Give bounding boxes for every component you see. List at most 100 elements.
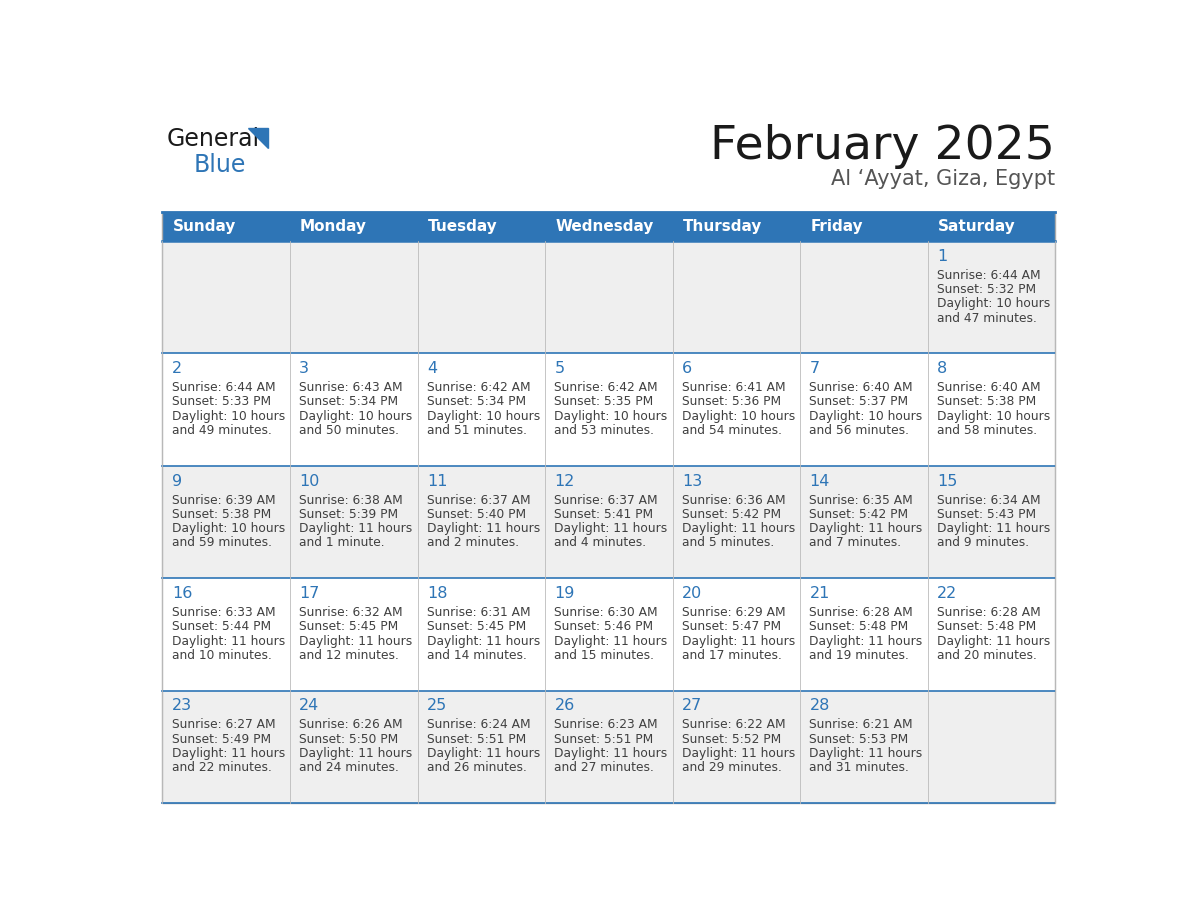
Bar bbox=[417, 212, 545, 241]
Text: Sunset: 5:43 PM: Sunset: 5:43 PM bbox=[937, 508, 1036, 521]
Text: and 27 minutes.: and 27 minutes. bbox=[555, 761, 655, 774]
Text: Daylight: 11 hours: Daylight: 11 hours bbox=[555, 522, 668, 535]
Text: 16: 16 bbox=[172, 586, 192, 601]
Text: and 22 minutes.: and 22 minutes. bbox=[172, 761, 272, 774]
Text: Sunrise: 6:28 AM: Sunrise: 6:28 AM bbox=[809, 606, 914, 619]
Text: Sunset: 5:44 PM: Sunset: 5:44 PM bbox=[172, 621, 271, 633]
Bar bbox=[417, 241, 545, 353]
Text: Sunrise: 6:39 AM: Sunrise: 6:39 AM bbox=[172, 494, 276, 507]
Text: and 31 minutes.: and 31 minutes. bbox=[809, 761, 909, 774]
Text: Sunset: 5:42 PM: Sunset: 5:42 PM bbox=[682, 508, 781, 521]
Text: Daylight: 10 hours: Daylight: 10 hours bbox=[426, 409, 541, 422]
Bar bbox=[928, 578, 1055, 690]
Bar bbox=[290, 578, 417, 690]
Text: Sunrise: 6:33 AM: Sunrise: 6:33 AM bbox=[172, 606, 276, 619]
Text: 24: 24 bbox=[299, 699, 320, 713]
Text: Tuesday: Tuesday bbox=[428, 218, 498, 234]
Text: Daylight: 11 hours: Daylight: 11 hours bbox=[682, 634, 795, 647]
Text: Daylight: 10 hours: Daylight: 10 hours bbox=[172, 409, 285, 422]
Text: 13: 13 bbox=[682, 474, 702, 488]
Text: Sunrise: 6:24 AM: Sunrise: 6:24 AM bbox=[426, 719, 531, 732]
Text: Sunset: 5:35 PM: Sunset: 5:35 PM bbox=[555, 396, 653, 409]
Text: and 59 minutes.: and 59 minutes. bbox=[172, 536, 272, 549]
Bar bbox=[417, 353, 545, 466]
Text: Sunset: 5:51 PM: Sunset: 5:51 PM bbox=[426, 733, 526, 745]
Text: Sunrise: 6:36 AM: Sunrise: 6:36 AM bbox=[682, 494, 785, 507]
Bar bbox=[545, 690, 672, 803]
Text: and 7 minutes.: and 7 minutes. bbox=[809, 536, 902, 549]
Bar bbox=[928, 466, 1055, 578]
Text: 8: 8 bbox=[937, 361, 947, 376]
Bar bbox=[290, 353, 417, 466]
Text: 26: 26 bbox=[555, 699, 575, 713]
Text: and 9 minutes.: and 9 minutes. bbox=[937, 536, 1029, 549]
Text: and 56 minutes.: and 56 minutes. bbox=[809, 424, 910, 437]
Bar bbox=[801, 241, 928, 353]
Text: Sunset: 5:46 PM: Sunset: 5:46 PM bbox=[555, 621, 653, 633]
Text: and 1 minute.: and 1 minute. bbox=[299, 536, 385, 549]
Bar bbox=[672, 690, 801, 803]
Text: Daylight: 11 hours: Daylight: 11 hours bbox=[426, 522, 541, 535]
Text: 10: 10 bbox=[299, 474, 320, 488]
Text: and 12 minutes.: and 12 minutes. bbox=[299, 649, 399, 662]
Text: Friday: Friday bbox=[810, 218, 862, 234]
Bar bbox=[545, 578, 672, 690]
Text: 4: 4 bbox=[426, 361, 437, 376]
Bar bbox=[417, 466, 545, 578]
Text: Wednesday: Wednesday bbox=[555, 218, 653, 234]
Text: Daylight: 11 hours: Daylight: 11 hours bbox=[937, 634, 1050, 647]
Polygon shape bbox=[248, 128, 267, 148]
Text: Sunrise: 6:32 AM: Sunrise: 6:32 AM bbox=[299, 606, 403, 619]
Text: Daylight: 10 hours: Daylight: 10 hours bbox=[937, 409, 1050, 422]
Text: Sunrise: 6:40 AM: Sunrise: 6:40 AM bbox=[809, 381, 914, 394]
Bar bbox=[672, 353, 801, 466]
Text: Daylight: 11 hours: Daylight: 11 hours bbox=[299, 522, 412, 535]
Text: Sunrise: 6:34 AM: Sunrise: 6:34 AM bbox=[937, 494, 1041, 507]
Text: Sunrise: 6:29 AM: Sunrise: 6:29 AM bbox=[682, 606, 785, 619]
Text: Sunset: 5:45 PM: Sunset: 5:45 PM bbox=[299, 621, 398, 633]
Text: Sunset: 5:48 PM: Sunset: 5:48 PM bbox=[937, 621, 1036, 633]
Text: 12: 12 bbox=[555, 474, 575, 488]
Bar bbox=[545, 353, 672, 466]
Text: 11: 11 bbox=[426, 474, 448, 488]
Text: and 14 minutes.: and 14 minutes. bbox=[426, 649, 526, 662]
Text: Daylight: 11 hours: Daylight: 11 hours bbox=[426, 634, 541, 647]
Text: Sunset: 5:53 PM: Sunset: 5:53 PM bbox=[809, 733, 909, 745]
Text: 3: 3 bbox=[299, 361, 309, 376]
Text: and 54 minutes.: and 54 minutes. bbox=[682, 424, 782, 437]
Bar bbox=[163, 212, 290, 241]
Bar bbox=[801, 212, 928, 241]
Text: Sunset: 5:38 PM: Sunset: 5:38 PM bbox=[172, 508, 271, 521]
Text: Sunrise: 6:23 AM: Sunrise: 6:23 AM bbox=[555, 719, 658, 732]
Bar bbox=[163, 578, 290, 690]
Text: Al ‘Ayyat, Giza, Egypt: Al ‘Ayyat, Giza, Egypt bbox=[832, 169, 1055, 189]
Bar bbox=[163, 212, 1055, 803]
Text: Sunset: 5:45 PM: Sunset: 5:45 PM bbox=[426, 621, 526, 633]
Text: 21: 21 bbox=[809, 586, 830, 601]
Text: 28: 28 bbox=[809, 699, 830, 713]
Bar bbox=[672, 578, 801, 690]
Text: Sunrise: 6:31 AM: Sunrise: 6:31 AM bbox=[426, 606, 531, 619]
Text: Saturday: Saturday bbox=[937, 218, 1016, 234]
Text: 9: 9 bbox=[172, 474, 182, 488]
Text: Sunrise: 6:21 AM: Sunrise: 6:21 AM bbox=[809, 719, 914, 732]
Text: Sunrise: 6:37 AM: Sunrise: 6:37 AM bbox=[555, 494, 658, 507]
Bar bbox=[801, 578, 928, 690]
Text: Sunset: 5:48 PM: Sunset: 5:48 PM bbox=[809, 621, 909, 633]
Text: and 58 minutes.: and 58 minutes. bbox=[937, 424, 1037, 437]
Text: Sunset: 5:47 PM: Sunset: 5:47 PM bbox=[682, 621, 781, 633]
Text: 17: 17 bbox=[299, 586, 320, 601]
Text: Daylight: 10 hours: Daylight: 10 hours bbox=[682, 409, 795, 422]
Text: Monday: Monday bbox=[301, 218, 367, 234]
Text: Sunset: 5:36 PM: Sunset: 5:36 PM bbox=[682, 396, 781, 409]
Text: Daylight: 11 hours: Daylight: 11 hours bbox=[937, 522, 1050, 535]
Bar bbox=[163, 353, 290, 466]
Bar bbox=[928, 690, 1055, 803]
Text: Sunday: Sunday bbox=[172, 218, 236, 234]
Text: Sunset: 5:49 PM: Sunset: 5:49 PM bbox=[172, 733, 271, 745]
Bar bbox=[290, 466, 417, 578]
Bar bbox=[545, 241, 672, 353]
Bar bbox=[928, 241, 1055, 353]
Text: and 5 minutes.: and 5 minutes. bbox=[682, 536, 775, 549]
Text: Sunrise: 6:42 AM: Sunrise: 6:42 AM bbox=[555, 381, 658, 394]
